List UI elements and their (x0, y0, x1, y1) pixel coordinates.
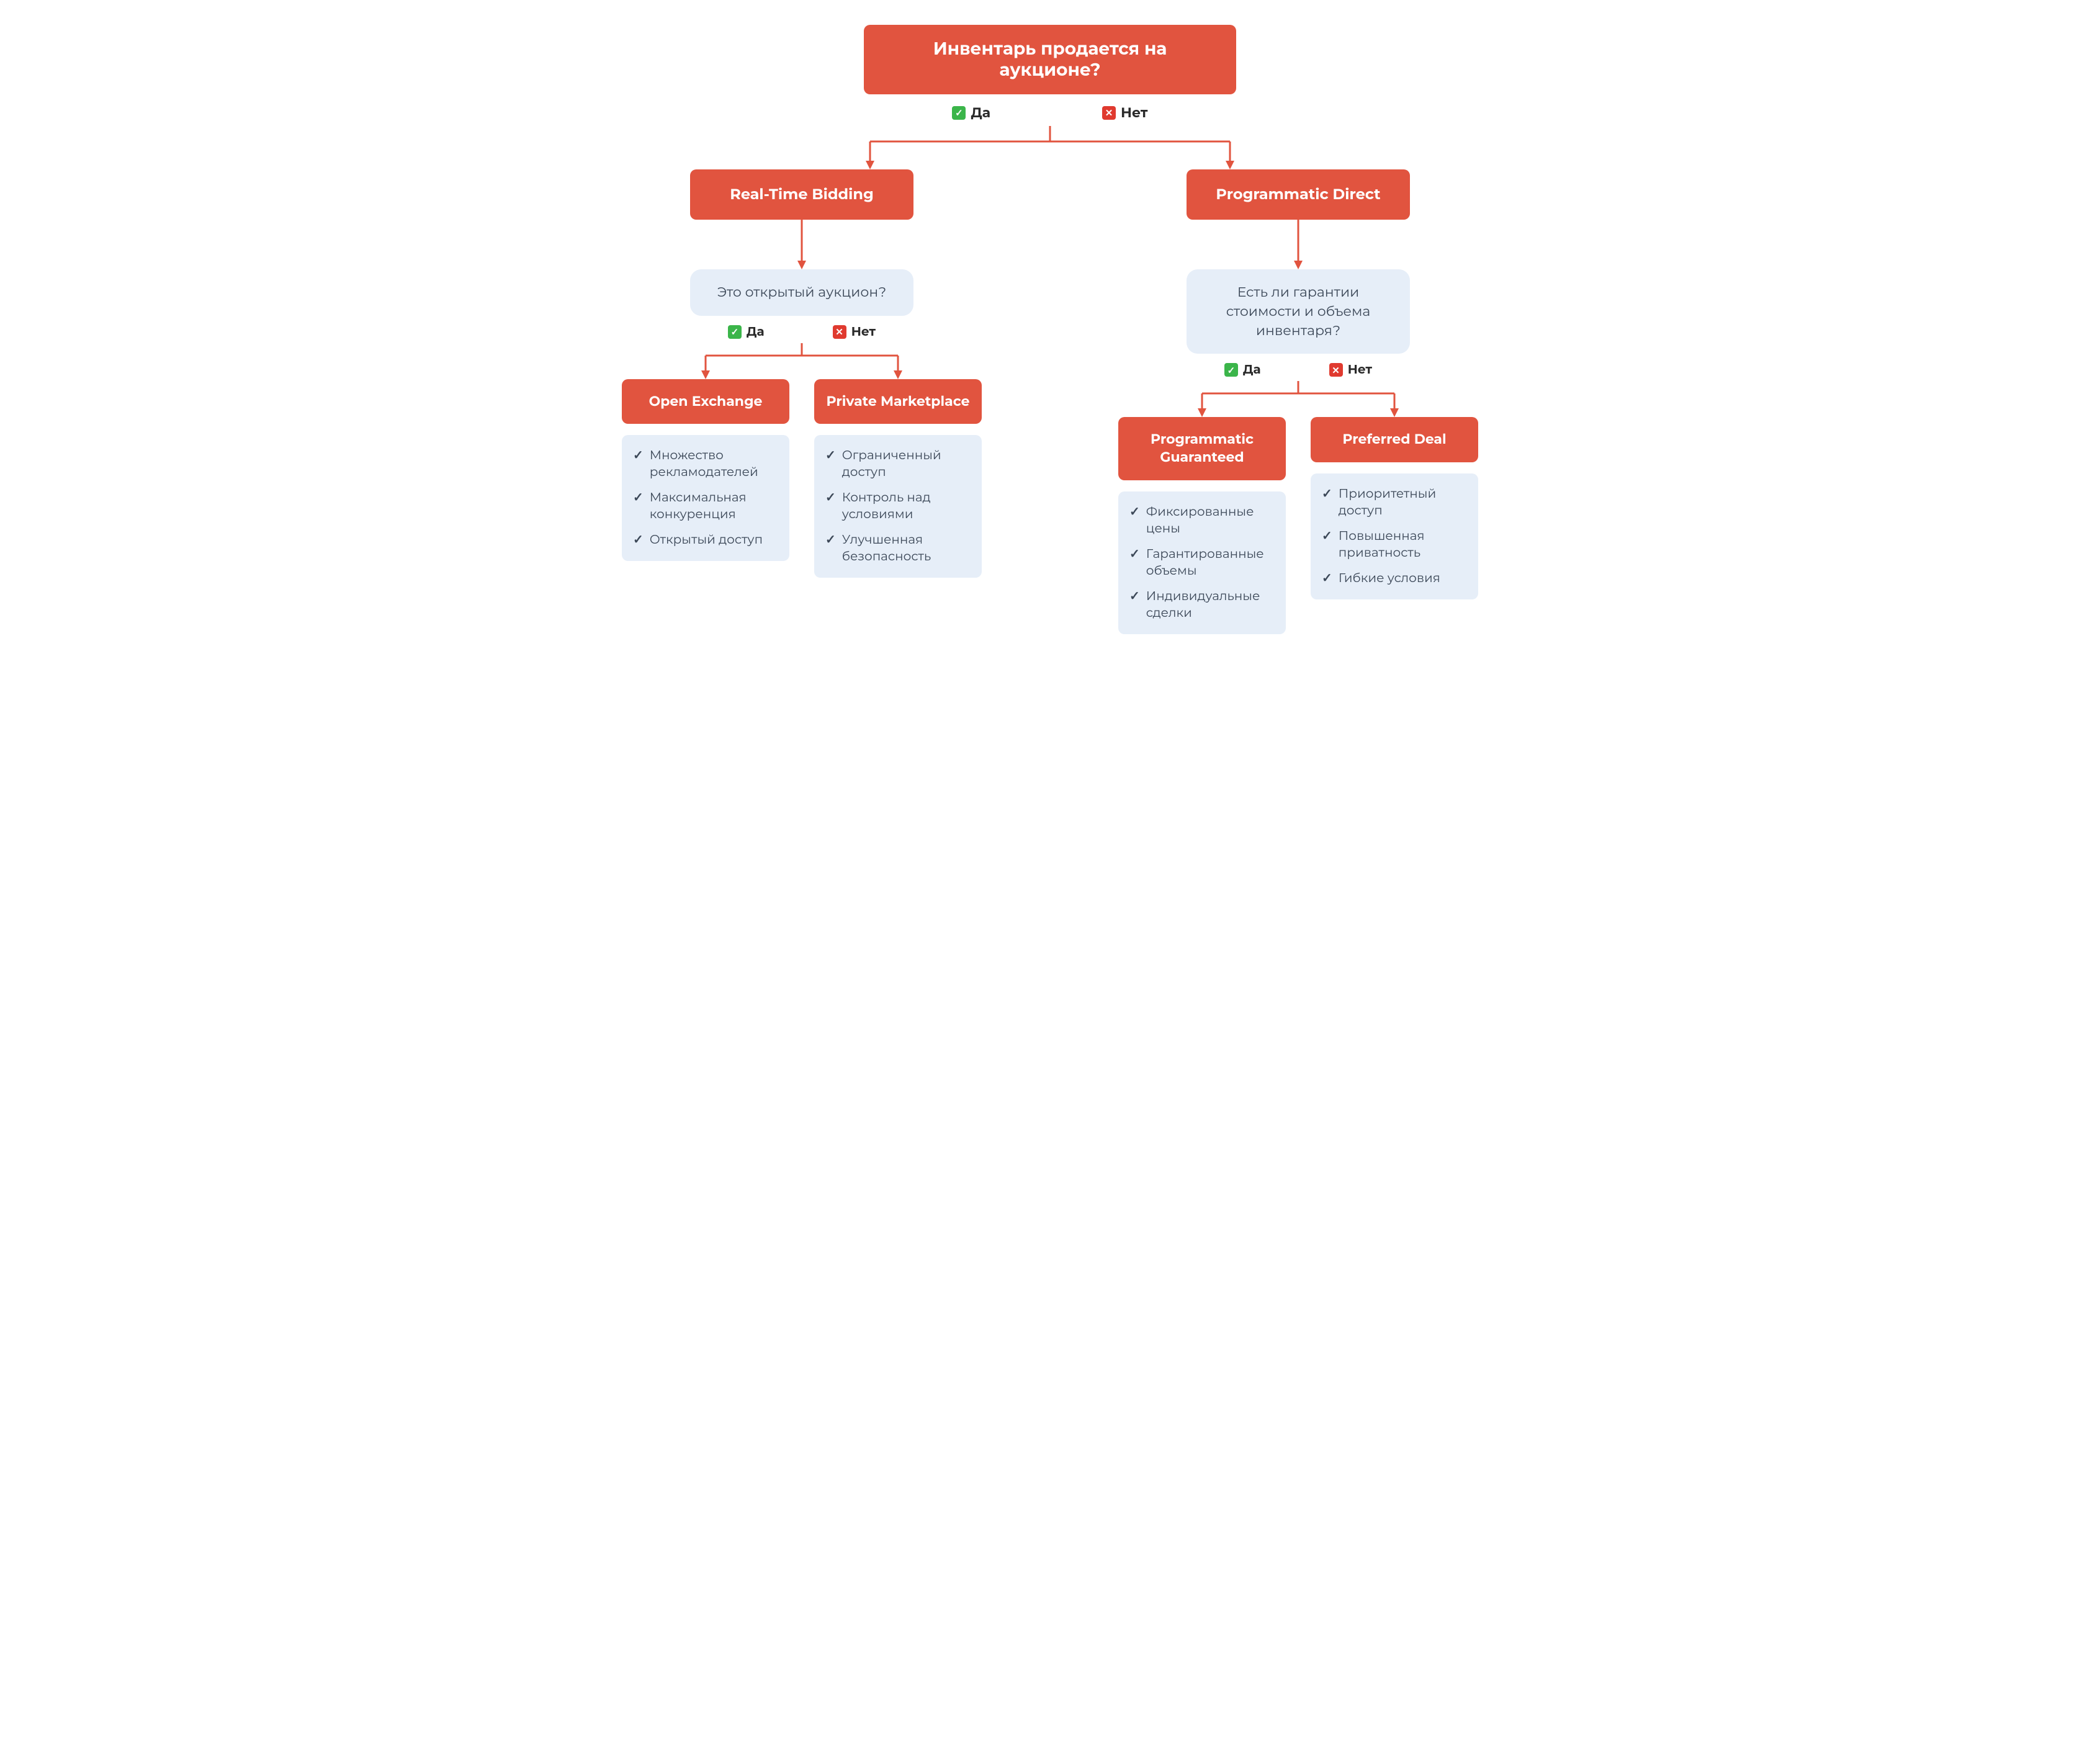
yes-label: Да (747, 325, 765, 339)
feature-text: Максимальная конкуренция (650, 490, 778, 523)
prog-direct-split-connector (1118, 381, 1478, 417)
no-label: Нет (1121, 104, 1147, 121)
feature-text: Индивидуальные сделки (1146, 588, 1275, 622)
check-icon: ✓ (633, 490, 644, 506)
feature-text: Гибкие условия (1339, 570, 1440, 587)
rtb-split-connector (622, 343, 982, 379)
rtb-question: Это открытый аукцион? (717, 284, 887, 300)
mid-row: Real-Time Bidding Это открытый аукцион? … (647, 169, 1453, 634)
no-label: Нет (1348, 362, 1373, 377)
check-icon: ✓ (1322, 528, 1332, 545)
rtb-title-box: Real-Time Bidding (690, 169, 913, 220)
feature-text: Ограниченный доступ (842, 447, 971, 481)
private-marketplace-title: Private Marketplace (827, 393, 970, 410)
feature-text: Множество рекламодателей (650, 447, 778, 481)
programmatic-guaranteed-title-box: Programmatic Guaranteed (1118, 417, 1286, 480)
check-icon: ✓ (1129, 588, 1140, 605)
check-icon: ✓ (1224, 363, 1238, 377)
programmatic-guaranteed-features: ✓ Фиксированные цены ✓ Гарантированные объ… (1118, 491, 1286, 634)
check-icon: ✓ (825, 447, 836, 464)
rtb-question-box: Это открытый аукцион? (690, 269, 913, 316)
rtb-label-yes: ✓ Да (728, 325, 765, 339)
root-question-box: Инвентарь продается на аукционе? (864, 25, 1236, 94)
preferred-deal-title-box: Preferred Deal (1311, 417, 1478, 462)
root-label-no: ✕ Нет (1102, 104, 1147, 121)
private-marketplace-title-box: Private Marketplace (814, 379, 982, 424)
feature-text: Гарантированные объемы (1146, 546, 1275, 580)
feature-text: Улучшенная безопасность (842, 532, 971, 565)
check-icon: ✓ (825, 532, 836, 549)
feature-text: Повышенная приватность (1339, 528, 1467, 562)
prog-direct-label-yes: ✓ Да (1224, 362, 1261, 377)
prog-direct-connector-down (1286, 220, 1311, 269)
check-icon: ✓ (952, 106, 966, 120)
feature-text: Приоритетный доступ (1339, 486, 1467, 519)
no-label: Нет (851, 325, 876, 339)
feature-text: Фиксированные цены (1146, 504, 1275, 537)
cross-icon: ✕ (1329, 363, 1343, 377)
feature-text: Контроль над условиями (842, 490, 971, 523)
open-exchange-title: Open Exchange (649, 393, 763, 410)
check-icon: ✓ (1129, 504, 1140, 521)
check-icon: ✓ (1322, 570, 1332, 587)
check-icon: ✓ (633, 447, 644, 464)
rtb-connector-down (789, 220, 814, 269)
root-branch-labels: ✓ Да ✕ Нет (647, 104, 1453, 121)
preferred-deal-title: Preferred Deal (1342, 431, 1446, 447)
prog-direct-title: Programmatic Direct (1216, 186, 1380, 204)
rtb-label-no: ✕ Нет (833, 325, 876, 339)
programmatic-guaranteed-title: Programmatic Guaranteed (1151, 431, 1254, 465)
prog-direct-title-box: Programmatic Direct (1187, 169, 1410, 220)
root-label-yes: ✓ Да (952, 104, 990, 121)
programmatic-flowchart: Инвентарь продается на аукционе? ✓ Да ✕ … (647, 25, 1453, 634)
yes-label: Да (971, 104, 990, 121)
root-question-text: Инвентарь продается на аукционе? (933, 38, 1167, 81)
check-icon: ✓ (633, 532, 644, 549)
check-icon: ✓ (1322, 486, 1332, 503)
check-icon: ✓ (1129, 546, 1140, 563)
preferred-deal-features: ✓ Приоритетный доступ ✓ Повышенная приватн… (1311, 473, 1478, 599)
yes-label: Да (1243, 362, 1261, 377)
root-connector (771, 126, 1329, 169)
leaf-private-marketplace: Private Marketplace ✓ Ограниченный доступ… (814, 379, 982, 578)
cross-icon: ✕ (1102, 106, 1116, 120)
open-exchange-title-box: Open Exchange (622, 379, 789, 424)
prog-direct-sub-labels: ✓ Да ✕ Нет (1224, 362, 1372, 377)
check-icon: ✓ (825, 490, 836, 506)
rtb-sub-labels: ✓ Да ✕ Нет (728, 325, 876, 339)
prog-direct-question-box: Есть ли гарантии стоимости и объема инве… (1187, 269, 1410, 354)
prog-direct-label-no: ✕ Нет (1329, 362, 1373, 377)
branch-rtb: Real-Time Bidding Это открытый аукцион? … (622, 169, 982, 634)
branch-programmatic-direct: Programmatic Direct Есть ли гарантии сто… (1118, 169, 1478, 634)
leaf-preferred-deal: Preferred Deal ✓ Приоритетный доступ ✓ Пов… (1311, 417, 1478, 634)
feature-text: Открытый доступ (650, 532, 763, 549)
private-marketplace-features: ✓ Ограниченный доступ ✓ Контроль над услов… (814, 435, 982, 578)
rtb-leaves-row: Open Exchange ✓ Множество рекламодателей … (622, 379, 982, 578)
prog-direct-leaves-row: Programmatic Guaranteed ✓ Фиксированные ц… (1118, 417, 1478, 634)
open-exchange-features: ✓ Множество рекламодателей ✓ Максимальная … (622, 435, 789, 561)
cross-icon: ✕ (833, 325, 846, 339)
prog-direct-question: Есть ли гарантии стоимости и объема инве… (1226, 284, 1370, 339)
leaf-open-exchange: Open Exchange ✓ Множество рекламодателей … (622, 379, 789, 578)
leaf-programmatic-guaranteed: Programmatic Guaranteed ✓ Фиксированные ц… (1118, 417, 1286, 634)
check-icon: ✓ (728, 325, 742, 339)
rtb-title: Real-Time Bidding (730, 186, 874, 204)
